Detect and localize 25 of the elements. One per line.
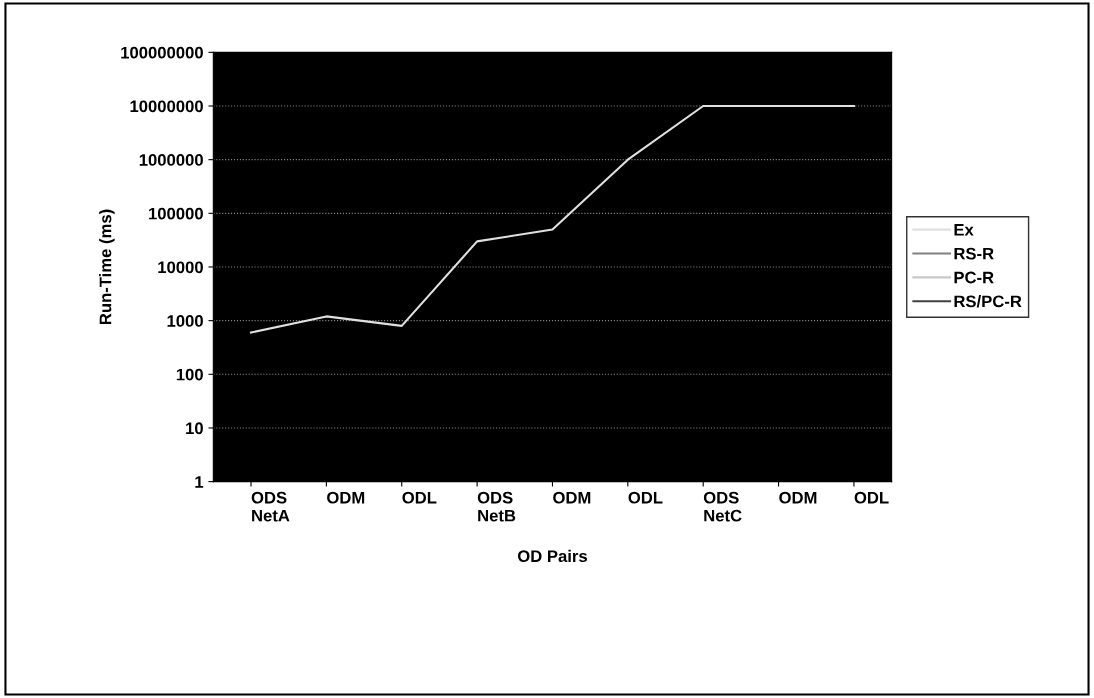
x-tick-label: ODL — [628, 491, 663, 504]
y-tick-label: 100000000 — [121, 46, 203, 59]
y-tick-label: 10000 — [158, 261, 203, 274]
y-tick-label: 1000 — [167, 315, 203, 327]
x-tick-label: ODM — [327, 491, 365, 504]
y-tick-label: 1000000 — [139, 154, 203, 166]
x-tick-label: ODM — [779, 491, 817, 504]
y-axis-title: Run-Time (ms) — [99, 209, 115, 325]
y-tick-label: 10 — [186, 422, 203, 435]
x-tick-label: ODS NetB — [477, 491, 516, 522]
line-series — [249, 104, 855, 334]
y-tick-label: 1 — [195, 476, 204, 488]
x-tick-label: ODL — [402, 491, 437, 504]
y-tick-label: 10000000 — [130, 100, 203, 113]
x-tick-label: ODS NetC — [703, 491, 742, 522]
legend-label: PC-R — [954, 271, 994, 284]
y-tick-label: 100000 — [149, 207, 203, 220]
y-tick-label: 100 — [176, 368, 203, 381]
x-tick-label: ODS NetA — [251, 491, 290, 522]
legend-label: Ex — [954, 224, 974, 236]
legend-label: RS/PC-R — [954, 295, 1022, 308]
x-tick-label: ODM — [553, 491, 591, 504]
x-axis-title: OD Pairs — [517, 549, 587, 563]
x-tick-label: ODL — [854, 491, 889, 504]
legend-label: RS-R — [954, 247, 994, 260]
